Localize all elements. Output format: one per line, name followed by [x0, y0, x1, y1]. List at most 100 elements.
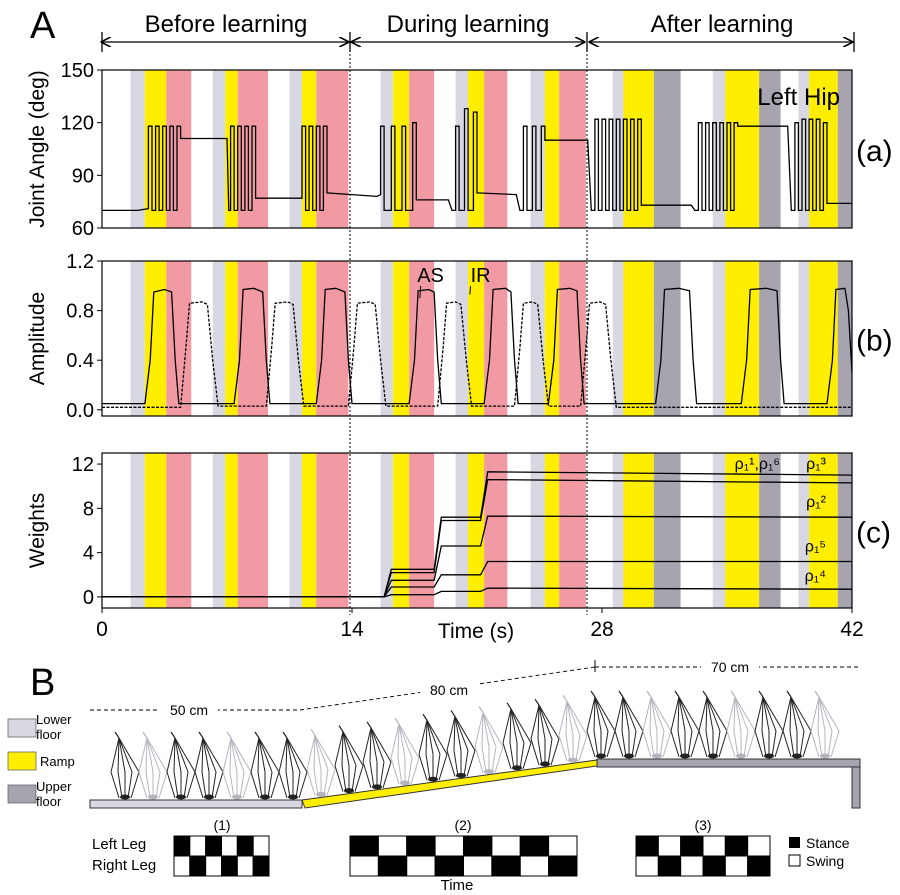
gait-cell: [350, 856, 378, 876]
y-tick-label: 150: [61, 60, 94, 82]
robot-shank: [370, 762, 374, 788]
y-axis-label: Weights: [26, 493, 49, 568]
band-lower_floor: [713, 261, 726, 416]
robot-shank: [426, 754, 430, 780]
band-ir: [238, 261, 268, 416]
robot-shank: [240, 772, 244, 798]
swing-swatch: [789, 855, 800, 866]
gait-cell: [636, 836, 658, 856]
robot-foot: [708, 754, 718, 759]
robot-shank: [439, 754, 447, 780]
band-ramp: [393, 453, 409, 608]
band-ramp: [225, 453, 238, 608]
robot-shank: [391, 758, 399, 784]
y-tick-label: 4: [83, 543, 94, 565]
upper-floor-block: [597, 759, 860, 767]
robot-shank: [643, 731, 651, 757]
band-ir: [559, 261, 586, 416]
band-lower_floor: [531, 261, 545, 416]
robot-shank: [594, 731, 598, 757]
robot-torso: [395, 718, 399, 724]
robot-foot: [120, 795, 130, 800]
phase-before-label: Before learning: [145, 11, 308, 38]
upper-floor-label-line1: Upper: [36, 779, 72, 794]
robot-thigh: [259, 738, 272, 772]
robot-shank: [268, 772, 272, 798]
robot-shank: [495, 747, 503, 773]
gait-cell: [520, 856, 548, 876]
gait-cell: [549, 856, 577, 876]
robot-shank: [803, 731, 811, 757]
robot-shank: [615, 731, 623, 757]
robot-foot: [260, 795, 270, 800]
robot-foot: [568, 758, 578, 763]
gait-cell: [725, 856, 747, 876]
robot-shank: [650, 731, 654, 757]
robot-foot: [624, 754, 634, 759]
swing-label: Swing: [806, 853, 844, 869]
robot-foot: [428, 777, 438, 782]
robot-torso: [115, 732, 119, 738]
lower-floor-block: [90, 800, 302, 808]
robot-shank: [408, 758, 412, 784]
robot-shank: [775, 731, 783, 757]
x-tick-label: 14: [340, 618, 364, 641]
robot-shank: [118, 772, 122, 798]
robot-shank: [174, 772, 178, 798]
phase-after-label: After learning: [651, 11, 794, 38]
robot-thigh: [231, 738, 244, 772]
robot-shank: [411, 758, 419, 784]
panel-tag: (c): [856, 517, 891, 550]
robot-thigh: [483, 713, 496, 747]
chart-a: 6090120150Joint Angle (deg) (a)Left Hip: [26, 60, 893, 240]
series-label: ρ₁²: [806, 494, 827, 511]
robot-shank: [335, 766, 343, 792]
robot-shank: [632, 731, 636, 757]
band-upper_floor: [654, 70, 681, 228]
robot-thigh: [427, 720, 440, 754]
band-lower_floor: [456, 70, 469, 228]
gait-cell: [206, 836, 222, 856]
segment-tag-2: (2): [454, 817, 471, 833]
robot-torso: [171, 732, 175, 738]
y-tick-label: 0.8: [66, 301, 94, 323]
stance-swatch: [789, 837, 800, 848]
robot-shank: [828, 731, 832, 757]
ramp-block: [302, 760, 597, 808]
band-lower_floor: [290, 70, 303, 228]
robot-torso: [507, 703, 511, 709]
robot-shank: [419, 754, 427, 780]
robot-shank: [755, 731, 763, 757]
robot-thigh: [763, 697, 776, 731]
robot-shank: [243, 772, 251, 798]
band-upper_floor: [759, 453, 780, 608]
robot-shank: [482, 747, 486, 773]
robot-thigh: [567, 701, 580, 735]
robot-shank: [307, 769, 315, 795]
robot-foot: [204, 795, 214, 800]
band-lower_floor: [213, 261, 226, 416]
gait-cell: [658, 856, 680, 876]
band-ramp: [545, 70, 559, 228]
annotation-arrow: [470, 286, 471, 294]
robot-shank: [167, 772, 175, 798]
gait-cell: [407, 856, 435, 876]
robot-shank: [156, 772, 160, 798]
ramp-swatch: [8, 752, 36, 770]
band-ramp: [468, 70, 484, 228]
robot-foot: [400, 781, 410, 786]
robot-shank: [215, 772, 223, 798]
robot-shank: [688, 731, 692, 757]
band-ir: [316, 70, 348, 228]
robot-thigh: [539, 705, 552, 739]
robot-foot: [820, 754, 830, 759]
chart-b: 0.00.40.81.2Amplitude (b)AS IR: [26, 251, 893, 422]
robot-shank: [286, 772, 290, 798]
gait-cell: [407, 836, 435, 856]
gait-cell: [378, 836, 406, 856]
robot-shank: [296, 772, 300, 798]
band-upper_floor: [654, 261, 681, 416]
robot-torso: [451, 710, 455, 716]
robot-shank: [548, 739, 552, 765]
